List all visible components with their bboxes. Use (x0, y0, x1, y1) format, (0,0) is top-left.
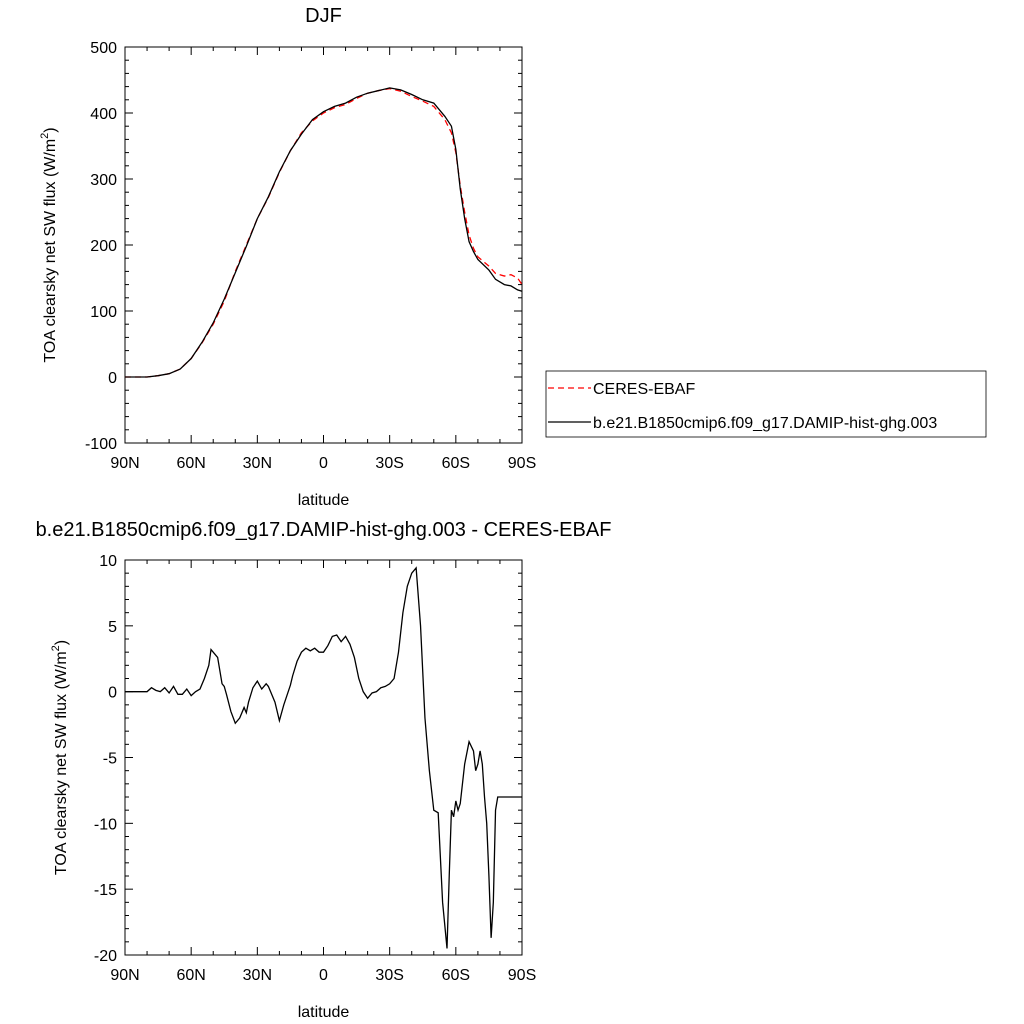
difference-chart: b.e21.B1850cmip6.f09_g17.DAMIP-hist-ghg.… (36, 519, 612, 1021)
x-tick-label: 60N (176, 967, 205, 984)
legend: CERES-EBAF b.e21.B1850cmip6.f09_g17.DAMIP… (545, 370, 987, 438)
plot-frame (124, 559, 523, 956)
chart-title: DJF (305, 5, 342, 27)
y-tick-label: 5 (108, 619, 117, 636)
legend-entry: b.e21.B1850cmip6.f09_g17.DAMIP-hist-ghg.… (593, 415, 937, 432)
x-axis-label: latitude (298, 492, 350, 509)
series-line (125, 87, 523, 378)
y-tick-label: 400 (90, 106, 117, 123)
x-tick-label: 60S (442, 455, 470, 472)
y-tick-label: 10 (99, 553, 117, 570)
x-tick-label: 30N (243, 967, 272, 984)
chart-title: b.e21.B1850cmip6.f09_g17.DAMIP-hist-ghg.… (36, 519, 612, 541)
x-tick-label: 0 (319, 455, 328, 472)
legend-entry: CERES-EBAF (593, 381, 695, 398)
x-tick-label: 90S (508, 967, 536, 984)
y-tick-label: 100 (90, 304, 117, 321)
y-tick-label: 300 (90, 172, 117, 189)
top-chart: DJF 90N 60N 30N 0 30S 60S 90S -100 0 100 200 300 400… (39, 5, 987, 509)
y-axis-label: TOA clearsky net SW flux (W/m2) (50, 640, 70, 875)
plot-frame (124, 46, 523, 444)
y-tick-label: -15 (94, 882, 117, 899)
x-tick-label: 60S (442, 967, 470, 984)
y-tick-label: -100 (85, 436, 117, 453)
x-tick-label: 30N (243, 455, 272, 472)
x-tick-label: 30S (375, 455, 403, 472)
x-axis-label: latitude (298, 1004, 350, 1021)
y-tick-label: 500 (90, 40, 117, 57)
x-tick-label: 60N (176, 455, 205, 472)
y-tick-label: 200 (90, 238, 117, 255)
y-tick-label: -20 (94, 948, 117, 965)
x-tick-label: 0 (319, 967, 328, 984)
legend-box (545, 370, 987, 438)
x-tick-label: 90N (110, 455, 139, 472)
y-axis-label: TOA clearsky net SW flux (W/m2) (39, 127, 59, 362)
x-tick-label: 90S (508, 455, 536, 472)
y-tick-label: 0 (108, 370, 117, 387)
x-tick-label: 30S (375, 967, 403, 984)
y-tick-label: -5 (103, 751, 117, 768)
y-tick-label: -10 (94, 816, 117, 833)
x-tick-label: 90N (110, 967, 139, 984)
series-line (125, 87, 523, 378)
y-tick-label: 0 (108, 685, 117, 702)
series-line (125, 566, 522, 949)
